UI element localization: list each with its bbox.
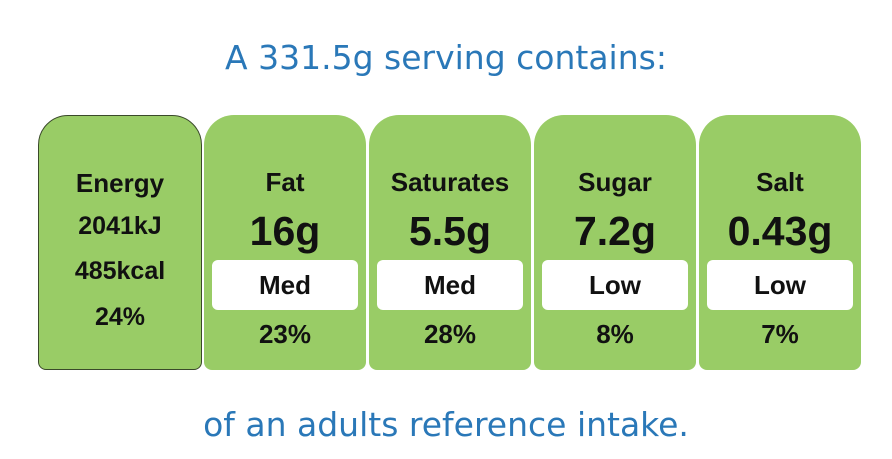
nutrient-level: Med bbox=[424, 270, 476, 300]
nutrient-amount: 0.43g bbox=[727, 208, 833, 254]
energy-label: Energy bbox=[75, 168, 165, 198]
nutrient-amount: 16g bbox=[249, 208, 321, 254]
energy-card: Energy 2041kJ 485kcal 24% bbox=[38, 115, 202, 370]
nutrient-card: Fat 16g Med 23% bbox=[204, 115, 366, 370]
nutrient-card: Sugar 7.2g Low 8% bbox=[534, 115, 696, 370]
nutrient-name: Fat bbox=[265, 167, 305, 197]
nutrient-name: Salt bbox=[756, 167, 804, 197]
nutrient-card: Saturates 5.5g Med 28% bbox=[369, 115, 531, 370]
nutrient-name: Saturates bbox=[390, 167, 510, 197]
level-badge: Low bbox=[707, 260, 853, 310]
nutrient-percent: 23% bbox=[258, 319, 312, 349]
nutrient-amount: 7.2g bbox=[573, 208, 657, 254]
level-badge: Low bbox=[542, 260, 688, 310]
nutrient-level: Low bbox=[589, 270, 641, 300]
nutrient-percent: 7% bbox=[761, 319, 799, 349]
footer: of an adults reference intake. bbox=[203, 405, 689, 444]
title: A 331.5g serving contains: bbox=[225, 38, 667, 77]
nutrient-level: Low bbox=[754, 270, 806, 300]
nutrient-percent: 28% bbox=[423, 319, 477, 349]
nutrient-percent: 8% bbox=[596, 319, 634, 349]
energy-percent: 24% bbox=[94, 303, 146, 331]
energy-kcal: 485kcal bbox=[74, 257, 166, 285]
nutrient-name: Sugar bbox=[578, 167, 652, 197]
energy-kj: 2041kJ bbox=[78, 212, 162, 240]
nutrient-card: Salt 0.43g Low 7% bbox=[699, 115, 861, 370]
nutrient-level: Med bbox=[259, 270, 311, 300]
level-badge: Med bbox=[377, 260, 523, 310]
nutrient-amount: 5.5g bbox=[408, 208, 492, 254]
level-badge: Med bbox=[212, 260, 358, 310]
